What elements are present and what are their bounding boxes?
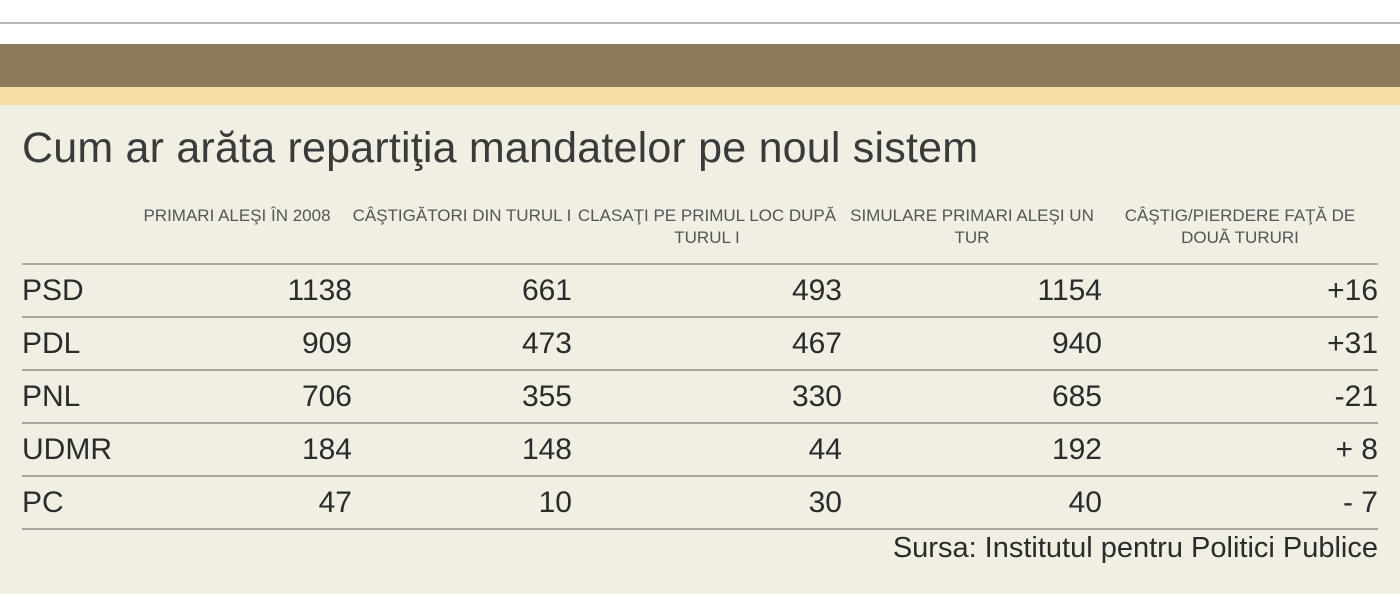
table-row: PSD 1138 661 493 1154 +16 [22, 263, 1378, 317]
value-cell: 47 [122, 475, 352, 530]
results-table: PRIMARI ALEŞI ÎN 2008 CÂŞTIGĂTORI DIN TU… [22, 205, 1378, 530]
column-header-elected-2008: PRIMARI ALEŞI ÎN 2008 [143, 206, 331, 225]
value-cell: 661 [352, 263, 572, 317]
value-cell: 10 [352, 475, 572, 530]
value-cell: 355 [352, 369, 572, 423]
table-row: UDMR 184 148 44 192 + 8 [22, 422, 1378, 476]
value-cell: -21 [1102, 369, 1378, 423]
header-band-cream [0, 87, 1400, 105]
value-cell: 467 [572, 316, 842, 370]
party-cell: PDL [22, 316, 122, 370]
value-cell: 40 [842, 475, 1102, 530]
column-header-simulation-one-round: SIMULARE PRIMARI ALEŞI UN TUR [850, 206, 1094, 247]
value-cell: 909 [122, 316, 352, 370]
value-cell: + 8 [1102, 422, 1378, 476]
party-cell: PNL [22, 369, 122, 423]
column-header-gain-loss: CÂŞTIG/PIERDERE FAŢĂ DE DOUĂ TURURI [1124, 206, 1356, 247]
value-cell: 1138 [122, 263, 352, 317]
party-cell: PSD [22, 263, 122, 317]
column-header-first-place-after-round-1: CLASAŢI PE PRIMUL LOC DUPĂ TURUL I [577, 206, 837, 247]
column-header-first-round-winners: CÂŞTIGĂTORI DIN TURUL I [352, 206, 572, 225]
table-header-row: PRIMARI ALEŞI ÎN 2008 CÂŞTIGĂTORI DIN TU… [22, 205, 1378, 264]
value-cell: 473 [352, 316, 572, 370]
value-cell: 184 [122, 422, 352, 476]
value-cell: +31 [1102, 316, 1378, 370]
value-cell: 330 [572, 369, 842, 423]
table-row: PC 47 10 30 40 - 7 [22, 475, 1378, 530]
source-note: Sursa: Institutul pentru Politici Public… [892, 532, 1378, 564]
value-cell: 44 [572, 422, 842, 476]
value-cell: 30 [572, 475, 842, 530]
value-cell: - 7 [1102, 475, 1378, 530]
column-header-party [22, 205, 122, 264]
header-band-brown [0, 44, 1400, 87]
value-cell: 148 [352, 422, 572, 476]
table-row: PNL 706 355 330 685 -21 [22, 369, 1378, 423]
value-cell: 685 [842, 369, 1102, 423]
value-cell: 192 [842, 422, 1102, 476]
top-divider [0, 22, 1400, 24]
value-cell: 706 [122, 369, 352, 423]
value-cell: +16 [1102, 263, 1378, 317]
table-row: PDL 909 473 467 940 +31 [22, 316, 1378, 370]
party-cell: UDMR [22, 422, 122, 476]
value-cell: 940 [842, 316, 1102, 370]
chart-title: Cum ar arăta repartiţia mandatelor pe no… [22, 124, 979, 172]
party-cell: PC [22, 475, 122, 530]
value-cell: 493 [572, 263, 842, 317]
value-cell: 1154 [842, 263, 1102, 317]
